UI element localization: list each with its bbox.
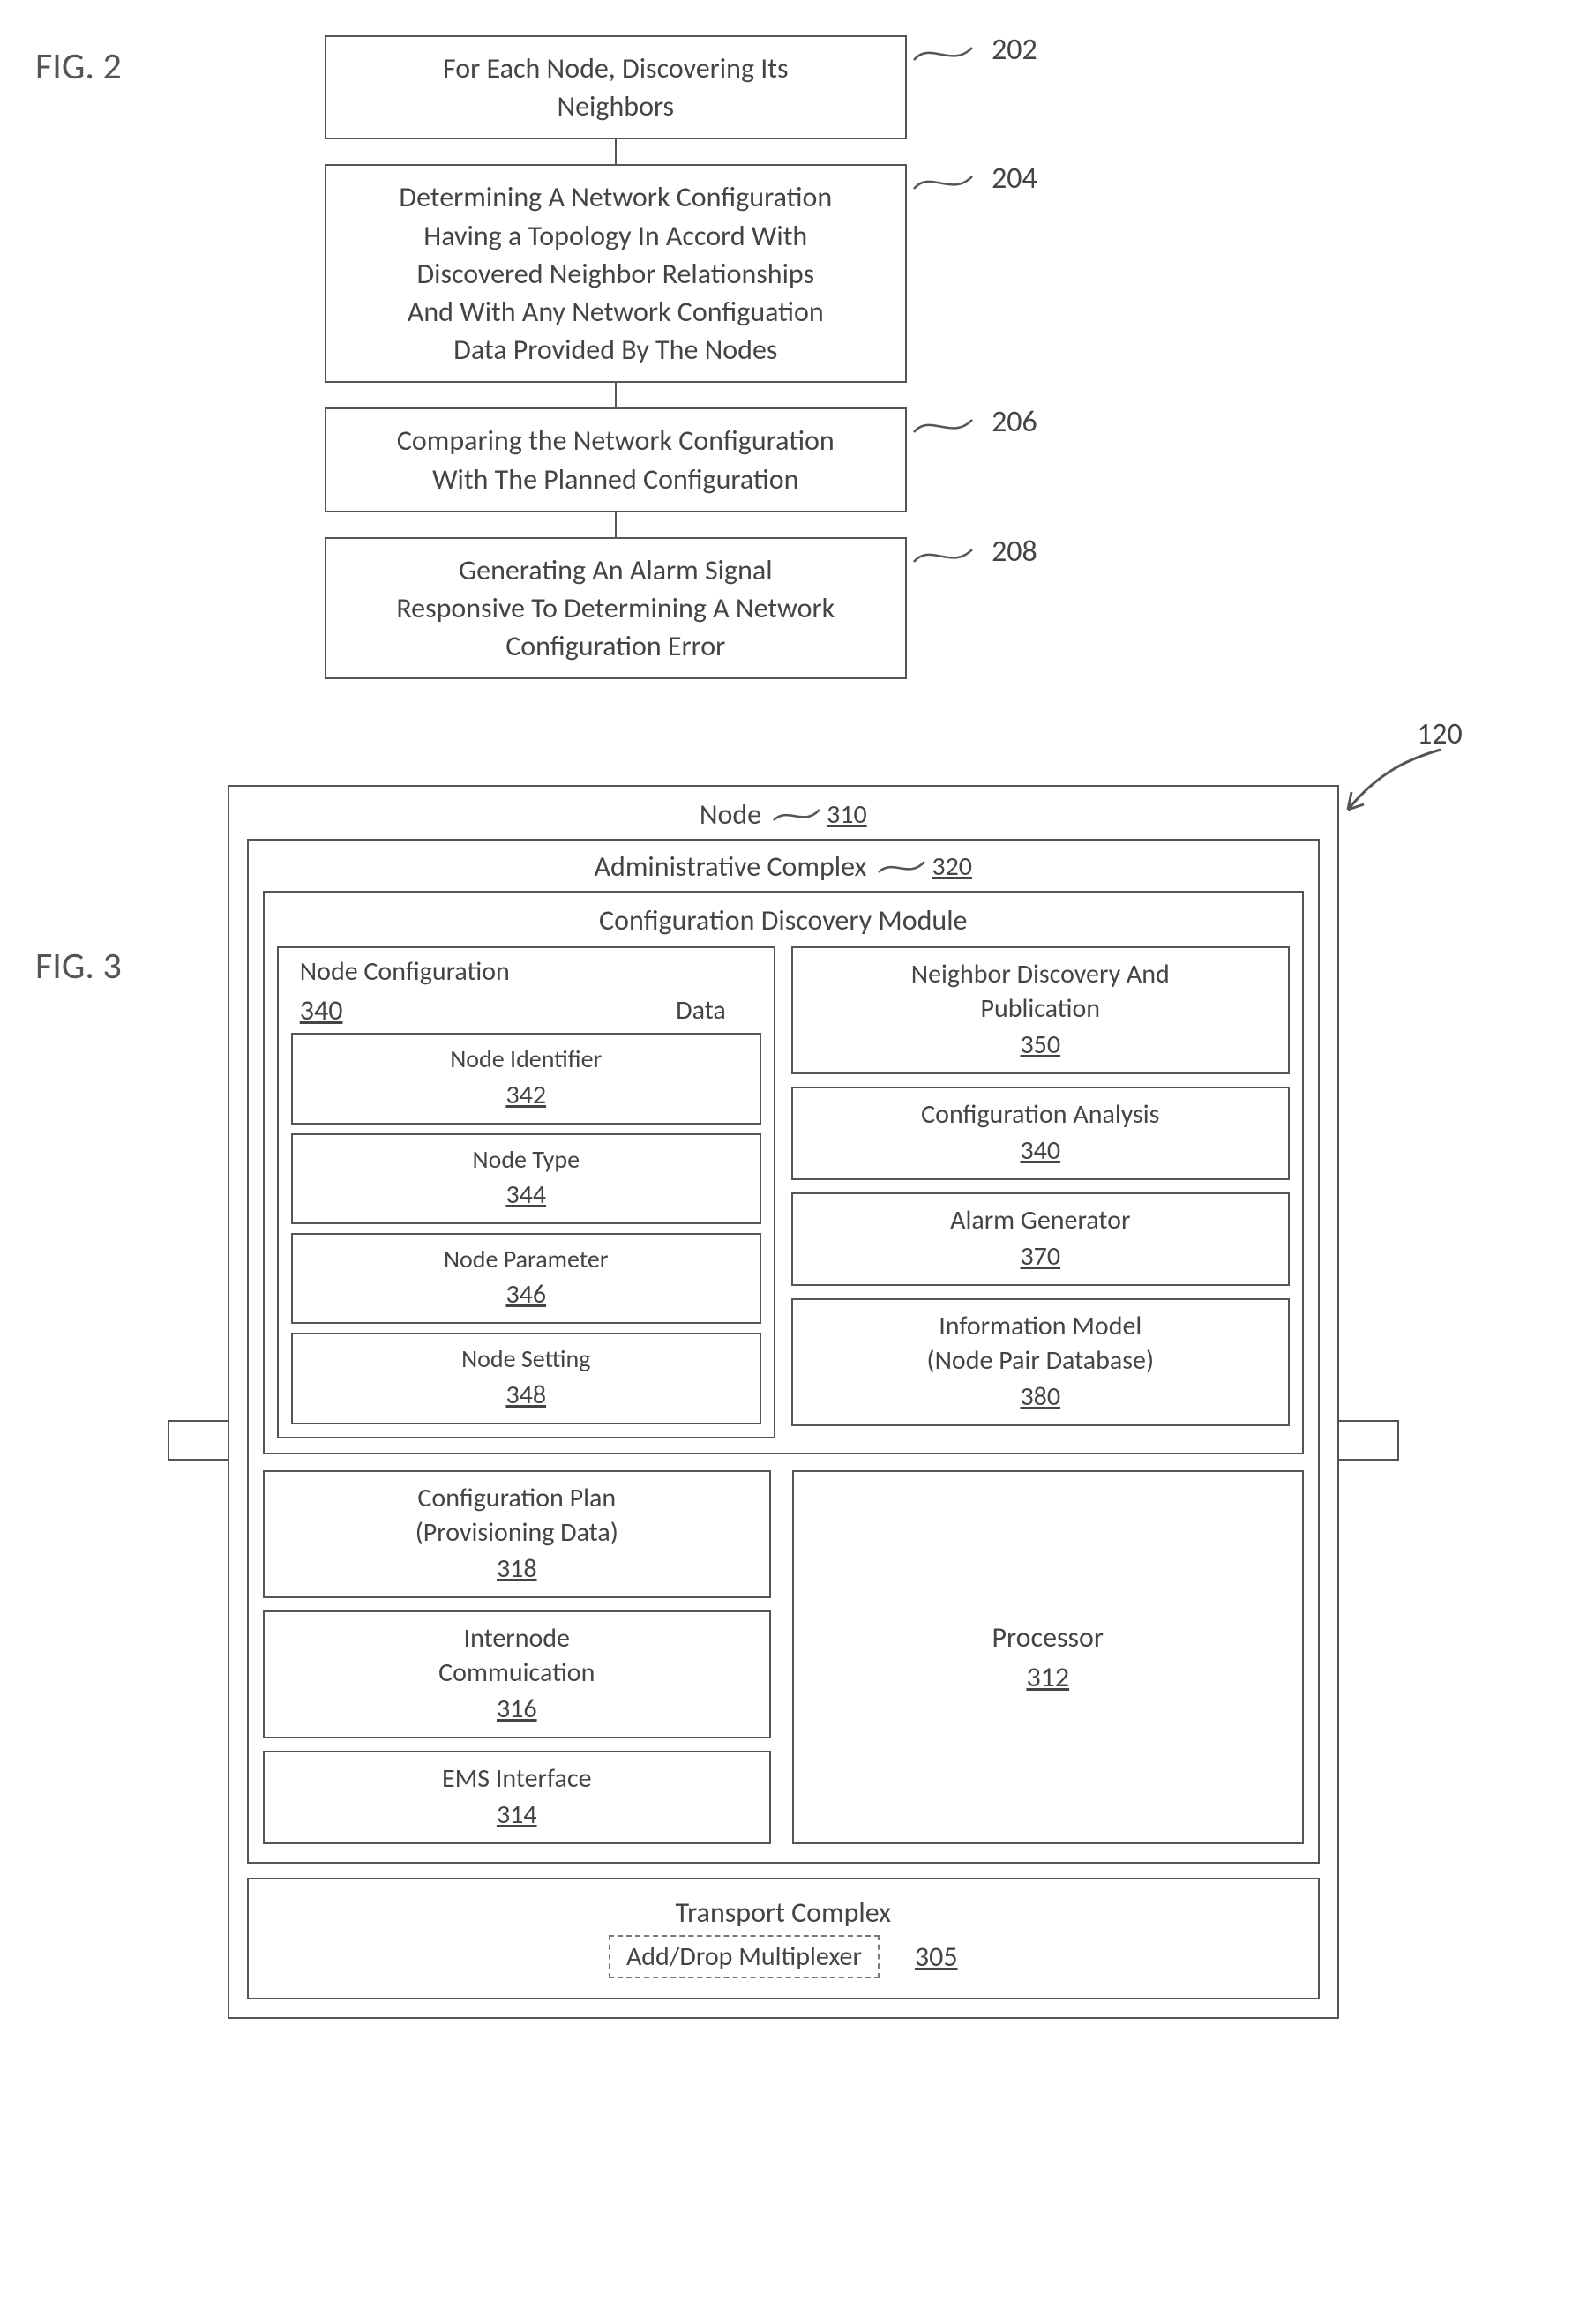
flow-step-208: Generating An Alarm Signal Responsive To… bbox=[325, 537, 907, 680]
ref-340b: 340 bbox=[802, 1133, 1279, 1168]
cell-label: Node Identifier bbox=[450, 1043, 602, 1074]
cell-label: Information Model (Node Pair Database) bbox=[802, 1309, 1279, 1378]
callout-connector bbox=[912, 544, 974, 566]
tick-icon bbox=[772, 804, 821, 826]
node-config-title-left: Node Configuration bbox=[300, 955, 510, 988]
flow-connector bbox=[615, 139, 617, 164]
callout-connector bbox=[912, 42, 974, 64]
cell-label: Node Parameter bbox=[444, 1244, 609, 1274]
cell-label: Neighbor Discovery And Publication bbox=[802, 957, 1279, 1026]
tick-icon bbox=[877, 856, 926, 878]
internode-comm-box: Internode Commuication 316 bbox=[263, 1610, 771, 1738]
node-title-row: Node 310 bbox=[247, 796, 1320, 839]
ems-interface-box: EMS Interface 314 bbox=[263, 1751, 771, 1844]
transport-title: Transport Complex bbox=[258, 1895, 1309, 1930]
flow-step-text: Generating An Alarm Signal Responsive To… bbox=[344, 551, 887, 666]
flow-step-206: Comparing the Network Configuration With… bbox=[325, 407, 907, 512]
cell-label: Configuration Analysis bbox=[921, 1098, 1159, 1131]
ref-314: 314 bbox=[273, 1797, 760, 1832]
node-config-header-2: 340 Data bbox=[291, 993, 761, 1033]
cell-label: Configuration Plan (Provisioning Data) bbox=[273, 1481, 760, 1550]
ref-346: 346 bbox=[302, 1277, 751, 1311]
figure-3-stage: 120 Node 310 Administrative Complex 320 bbox=[157, 785, 1410, 2019]
node-config-box: Node Configuration 340 Data Node Identif… bbox=[277, 946, 775, 1438]
cdm-columns: Node Configuration 340 Data Node Identif… bbox=[277, 946, 1290, 1438]
cdm-right-col: Neighbor Discovery And Publication 350 C… bbox=[791, 946, 1290, 1438]
flow-step-text: Comparing the Network Configuration With… bbox=[344, 422, 887, 497]
node-config-items: Node Identifier 342 Node Type 344 Node P… bbox=[291, 1033, 761, 1424]
cdm-title: Configuration Discovery Module bbox=[277, 901, 1290, 946]
node-type-box: Node Type 344 bbox=[291, 1133, 761, 1224]
port-stub-right bbox=[1337, 1420, 1399, 1461]
ref-204: 204 bbox=[992, 161, 1037, 197]
ref-320: 320 bbox=[932, 850, 972, 883]
admin-complex-box: Administrative Complex 320 Configuration… bbox=[247, 839, 1320, 1864]
admin-title: Administrative Complex bbox=[595, 849, 867, 884]
cell-label: Internode Commuication bbox=[273, 1621, 760, 1690]
neighbor-discovery-box: Neighbor Discovery And Publication 350 bbox=[791, 946, 1290, 1074]
flow-connector bbox=[615, 383, 617, 407]
admin-bottom-row: Configuration Plan (Provisioning Data) 3… bbox=[263, 1470, 1304, 1844]
node-identifier-box: Node Identifier 342 bbox=[291, 1033, 761, 1124]
ref-120: 120 bbox=[1417, 716, 1463, 752]
figure-3: FIG. 3 120 Node 310 Administrati bbox=[35, 785, 1537, 2019]
ref-380: 380 bbox=[802, 1379, 1279, 1414]
processor-label: Processor bbox=[992, 1620, 1104, 1655]
ref-310: 310 bbox=[827, 798, 867, 831]
ref-316: 316 bbox=[273, 1692, 760, 1726]
ref-202: 202 bbox=[992, 32, 1037, 68]
ref-340: 340 bbox=[300, 993, 343, 1027]
flow-connector bbox=[615, 512, 617, 537]
flow-step-text: For Each Node, Discovering Its Neighbors bbox=[344, 49, 887, 125]
cell-label: Node Setting bbox=[461, 1343, 590, 1374]
cell-label: Alarm Generator bbox=[950, 1204, 1130, 1237]
ref-344: 344 bbox=[302, 1177, 751, 1212]
port-stub-left bbox=[168, 1420, 229, 1461]
transport-complex-box: Transport Complex Add/Drop Multiplexer 3… bbox=[247, 1878, 1320, 1999]
ref-208: 208 bbox=[992, 534, 1037, 570]
figure-3-label: FIG. 3 bbox=[35, 944, 122, 989]
flowchart-column: For Each Node, Discovering Its Neighbors… bbox=[272, 35, 960, 679]
node-config-header: Node Configuration bbox=[291, 955, 761, 993]
ref-348: 348 bbox=[302, 1378, 751, 1412]
ref-342: 342 bbox=[302, 1078, 751, 1112]
admin-title-row: Administrative Complex 320 bbox=[263, 848, 1304, 891]
transport-row: Add/Drop Multiplexer 305 bbox=[258, 1935, 1309, 1978]
callout-connector bbox=[912, 171, 974, 193]
cell-label: Node Type bbox=[473, 1144, 580, 1175]
figure-2-label: FIG. 2 bbox=[35, 44, 122, 89]
node-title: Node bbox=[700, 797, 761, 832]
flow-step-204: Determining A Network Configuration Havi… bbox=[325, 164, 907, 383]
config-plan-box: Configuration Plan (Provisioning Data) 3… bbox=[263, 1470, 771, 1598]
ref-206: 206 bbox=[992, 404, 1037, 440]
callout-connector bbox=[912, 415, 974, 437]
add-drop-mux-box: Add/Drop Multiplexer bbox=[609, 1935, 880, 1978]
node-config-title-right: Data bbox=[676, 994, 752, 1027]
ref-370: 370 bbox=[802, 1239, 1279, 1274]
cell-label: EMS Interface bbox=[442, 1762, 592, 1795]
admin-bottom-left: Configuration Plan (Provisioning Data) 3… bbox=[263, 1470, 771, 1844]
node-box: Node 310 Administrative Complex 320 Conf… bbox=[228, 785, 1339, 2019]
figure-2: FIG. 2 For Each Node, Discovering Its Ne… bbox=[35, 35, 1537, 679]
information-model-box: Information Model (Node Pair Database) 3… bbox=[791, 1298, 1290, 1426]
ref-318: 318 bbox=[273, 1551, 760, 1586]
config-discovery-module: Configuration Discovery Module Node Conf… bbox=[263, 891, 1304, 1454]
ref-305: 305 bbox=[915, 1939, 958, 1974]
config-analysis-box: Configuration Analysis 340 bbox=[791, 1087, 1290, 1180]
node-parameter-box: Node Parameter 346 bbox=[291, 1233, 761, 1324]
processor-box: Processor 312 bbox=[792, 1470, 1304, 1844]
ref-312: 312 bbox=[1026, 1660, 1069, 1694]
ref-120-arrow: 120 bbox=[1330, 741, 1445, 825]
node-setting-box: Node Setting 348 bbox=[291, 1333, 761, 1424]
alarm-generator-box: Alarm Generator 370 bbox=[791, 1192, 1290, 1286]
flow-step-202: For Each Node, Discovering Its Neighbors… bbox=[325, 35, 907, 139]
flow-step-text: Determining A Network Configuration Havi… bbox=[344, 178, 887, 369]
cdm-left-col: Node Configuration 340 Data Node Identif… bbox=[277, 946, 775, 1438]
ref-350: 350 bbox=[802, 1027, 1279, 1062]
